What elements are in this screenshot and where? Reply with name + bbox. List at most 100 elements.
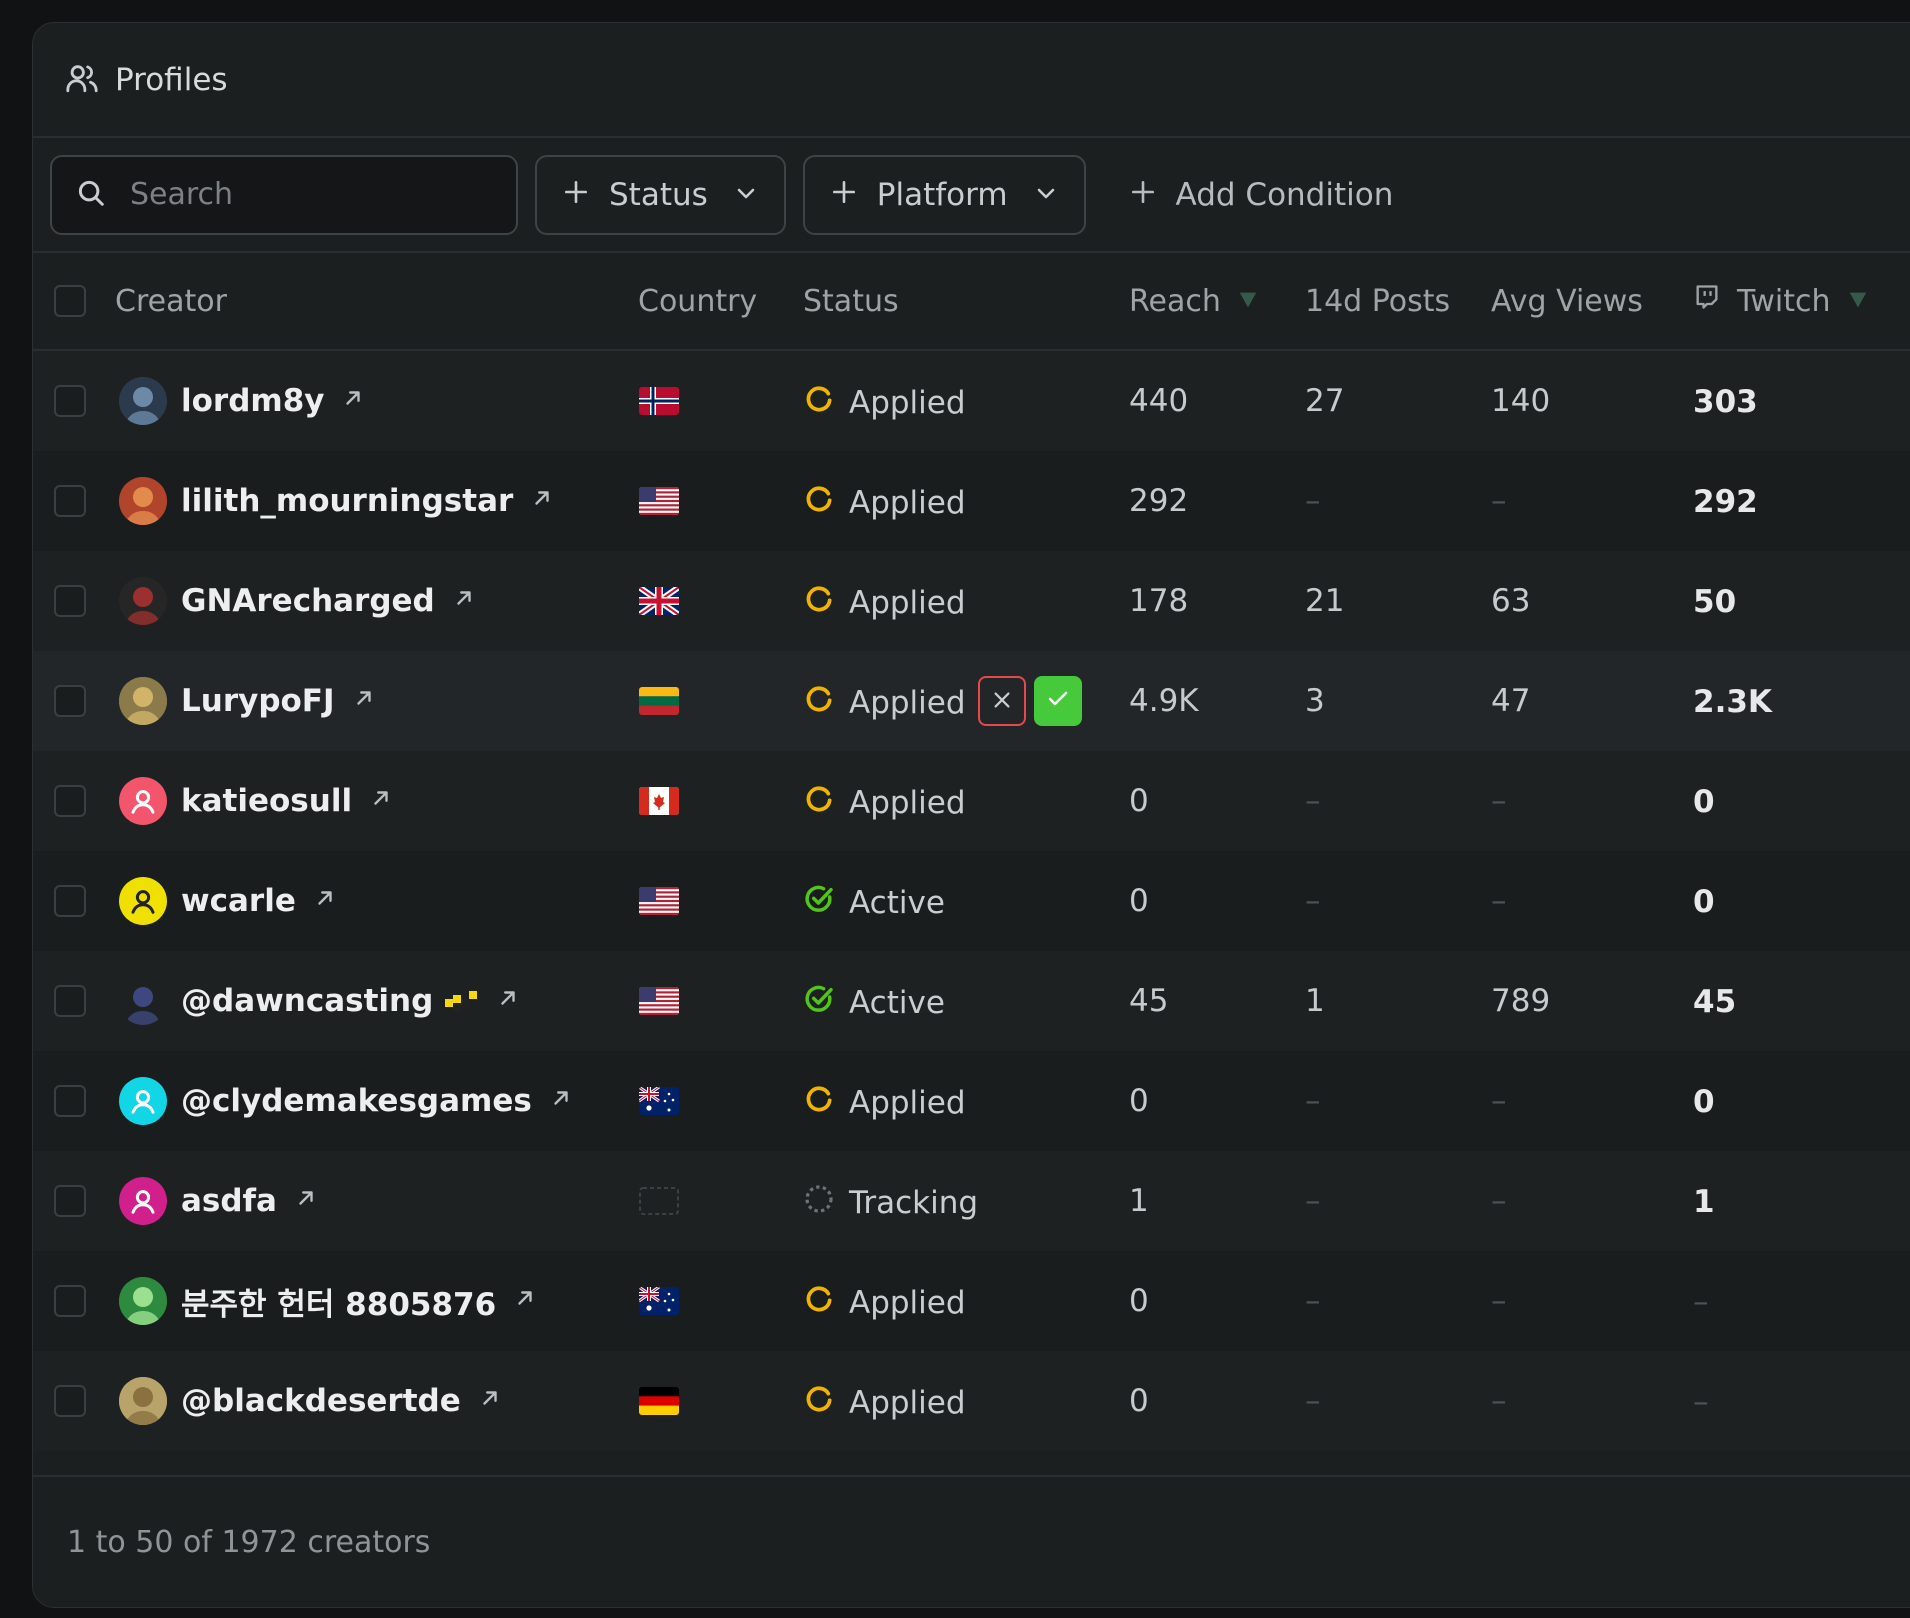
spinner-icon <box>803 383 835 423</box>
table-row[interactable]: katieosull Applied 0 – – 0 <box>33 751 1910 851</box>
table-header: Creator Country Status Reach 14d Posts A… <box>33 253 1910 351</box>
row-checkbox[interactable] <box>54 985 86 1017</box>
row-checkbox[interactable] <box>54 385 86 417</box>
table-row[interactable]: @blackdesertde Applied 0 – – – <box>33 1351 1910 1451</box>
status-label: Applied <box>849 485 966 521</box>
status-filter-button[interactable]: Status <box>535 154 786 235</box>
spinner-icon <box>803 483 835 523</box>
spinner-icon <box>803 683 835 723</box>
external-link-icon[interactable] <box>370 786 392 816</box>
add-condition-label: Add Condition <box>1175 176 1394 213</box>
creator-name[interactable]: @blackdesertde <box>181 1383 461 1419</box>
search-box[interactable] <box>50 154 518 235</box>
avg-views-value: – <box>1491 783 1507 819</box>
spinner-icon <box>803 583 835 623</box>
avg-views-value: – <box>1491 1283 1507 1319</box>
creator-name[interactable]: @clydemakesgames <box>181 1083 532 1119</box>
row-checkbox[interactable] <box>54 885 86 917</box>
creator-name[interactable]: @dawncasting <box>181 983 434 1019</box>
external-link-icon[interactable] <box>342 386 364 416</box>
col-creator[interactable]: Creator <box>115 283 227 319</box>
table-row[interactable]: @dawncasting Active 45 1 789 45 <box>33 951 1910 1051</box>
approve-button[interactable] <box>1034 676 1082 726</box>
row-checkbox[interactable] <box>54 1185 86 1217</box>
creator-name[interactable]: asdfa <box>181 1183 277 1219</box>
search-input[interactable] <box>130 177 490 212</box>
col-reach[interactable]: Reach <box>1129 284 1259 319</box>
page-title: Profiles <box>115 61 228 98</box>
platform-filter-button[interactable]: Platform <box>802 154 1086 235</box>
table-row[interactable]: 분주한 헌터 8805876 Applied 0 – – – <box>33 1251 1910 1351</box>
table-row[interactable]: asdfa Tracking 1 – – 1 <box>33 1151 1910 1251</box>
external-link-icon[interactable] <box>353 686 375 716</box>
plus-icon <box>563 177 589 213</box>
filter-toolbar: Status Platform Add Condition <box>33 138 1910 253</box>
twitch-value: 292 <box>1693 484 1758 520</box>
col-twitch[interactable]: Twitch <box>1693 283 1869 319</box>
reject-button[interactable] <box>978 676 1026 726</box>
table-row[interactable]: lilith_mourningstar Applied 292 – – 292 <box>33 451 1910 551</box>
avg-views-value: – <box>1491 483 1507 519</box>
status-filter-label: Status <box>609 176 708 213</box>
row-checkbox[interactable] <box>54 485 86 517</box>
col-status[interactable]: Status <box>803 283 899 319</box>
external-link-icon[interactable] <box>314 886 336 916</box>
country-flag <box>639 787 679 815</box>
external-link-icon[interactable] <box>514 1286 536 1316</box>
external-link-icon[interactable] <box>531 486 553 516</box>
creator-name[interactable]: lordm8y <box>181 383 325 419</box>
status-label: Applied <box>849 685 966 721</box>
status-label: Applied <box>849 1085 966 1121</box>
avatar <box>119 1377 167 1425</box>
table-row[interactable]: lordm8y Applied 440 27 140 303 <box>33 351 1910 451</box>
external-link-icon[interactable] <box>295 1186 317 1216</box>
avatar <box>119 677 167 725</box>
status-label: Tracking <box>849 1185 979 1221</box>
reach-value: 292 <box>1129 483 1189 519</box>
add-condition-button[interactable]: Add Condition <box>1130 176 1394 213</box>
col-country[interactable]: Country <box>638 283 758 319</box>
creator-cell: wcarle <box>119 877 336 925</box>
sort-desc-icon <box>1237 284 1259 319</box>
col-twitch-label: Twitch <box>1737 283 1831 319</box>
external-link-icon[interactable] <box>497 986 519 1016</box>
row-checkbox[interactable] <box>54 785 86 817</box>
reach-value: 4.9K <box>1129 683 1199 719</box>
creator-name[interactable]: lilith_mourningstar <box>181 483 514 519</box>
review-actions <box>978 676 1082 726</box>
row-checkbox[interactable] <box>54 1385 86 1417</box>
select-all-checkbox[interactable] <box>54 285 86 317</box>
table-body: lordm8y Applied 440 27 140 303 lilith_mourning… <box>33 351 1910 1451</box>
table-row[interactable]: LurypoFJ Applied 4.9K 3 47 2.3K <box>33 651 1910 751</box>
creator-name[interactable]: LurypoFJ <box>181 683 335 719</box>
row-checkbox[interactable] <box>54 585 86 617</box>
table-row[interactable]: wcarle Active 0 – – 0 <box>33 851 1910 951</box>
row-checkbox[interactable] <box>54 1085 86 1117</box>
avg-views-value: – <box>1491 1383 1507 1419</box>
col-14d-posts[interactable]: 14d Posts <box>1305 283 1451 319</box>
posts-14d-value: – <box>1305 1083 1321 1119</box>
creator-cell: LurypoFJ <box>119 677 375 725</box>
external-link-icon[interactable] <box>453 586 475 616</box>
creator-cell: asdfa <box>119 1177 317 1225</box>
status-cell: Applied <box>803 1383 966 1423</box>
creator-name[interactable]: GNArecharged <box>181 583 435 619</box>
avg-views-value: 47 <box>1491 683 1531 719</box>
external-link-icon[interactable] <box>550 1086 572 1116</box>
creator-name[interactable]: katieosull <box>181 783 353 819</box>
users-icon <box>65 61 99 99</box>
profiles-panel: Profiles Status Platform Add Condition C… <box>32 22 1910 1608</box>
table-row[interactable]: @clydemakesgames Applied 0 – – 0 <box>33 1051 1910 1151</box>
col-avg-views[interactable]: Avg Views <box>1491 283 1643 319</box>
creator-name[interactable]: wcarle <box>181 883 296 919</box>
creator-name[interactable]: 분주한 헌터 8805876 <box>181 1286 497 1323</box>
posts-14d-value: – <box>1305 483 1321 519</box>
reach-value: 0 <box>1129 783 1149 819</box>
posts-14d-value: 3 <box>1305 683 1325 719</box>
row-checkbox[interactable] <box>54 685 86 717</box>
twitch-value: 45 <box>1693 984 1737 1020</box>
table-row[interactable]: GNArecharged Applied 178 21 63 50 <box>33 551 1910 651</box>
external-link-icon[interactable] <box>479 1386 501 1416</box>
avg-views-value: 63 <box>1491 583 1531 619</box>
row-checkbox[interactable] <box>54 1285 86 1317</box>
